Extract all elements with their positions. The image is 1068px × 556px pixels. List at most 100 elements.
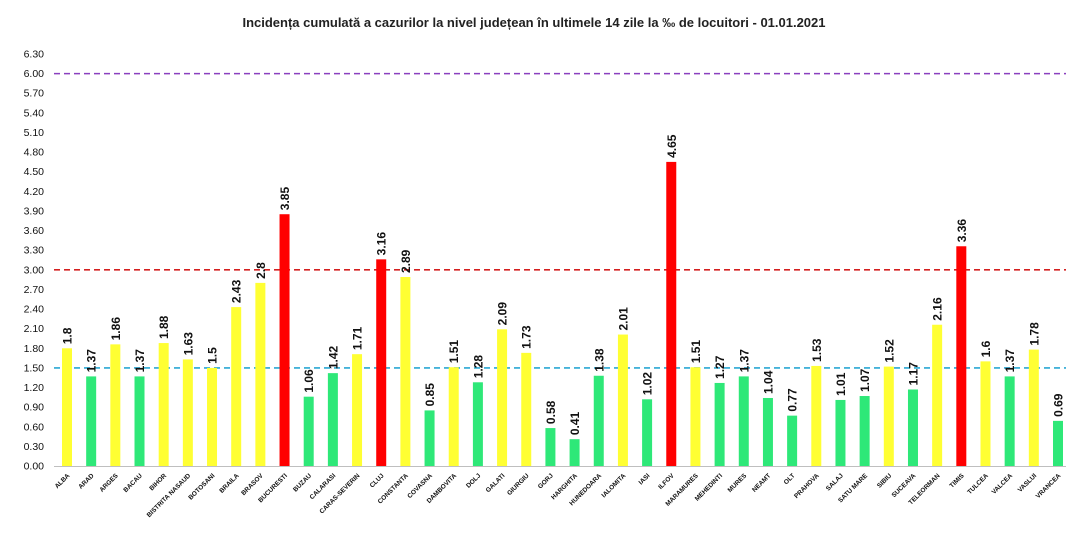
x-tick-label: BRASOV [240, 472, 265, 497]
data-label: 1.5 [206, 347, 220, 364]
y-axis: 0.00 0.30 0.60 0.90 1.20 1.50 1.80 2.10 2.40 2.70… [24, 49, 1066, 473]
y-tick-label: 0.30 [24, 441, 45, 453]
data-label: 1.38 [592, 348, 606, 372]
bar [424, 410, 435, 466]
data-label: 2.8 [254, 262, 268, 279]
data-label: 1.6 [979, 340, 993, 357]
bar [255, 282, 266, 466]
bar [400, 277, 411, 466]
x-tick-label: BOTOSANI [187, 472, 216, 501]
bar [1004, 376, 1015, 466]
y-tick-label: 2.70 [24, 284, 45, 296]
y-tick-label: 4.50 [24, 166, 45, 178]
data-label: 1.37 [1003, 349, 1017, 373]
data-label: 1.63 [181, 332, 195, 356]
y-tick-label: 5.70 [24, 88, 45, 100]
y-tick-label: 2.40 [24, 304, 45, 316]
x-tick-label: VALCEA [991, 472, 1015, 496]
data-label: 1.51 [689, 340, 703, 364]
data-label: 2.01 [616, 307, 630, 331]
reference-lines [54, 72, 1066, 369]
y-tick-label: 3.30 [24, 245, 45, 257]
x-tick-label: MURES [727, 472, 749, 494]
x-tick-label: BRAILA [218, 472, 241, 495]
data-label: 1.02 [641, 372, 655, 396]
bar [593, 375, 604, 466]
chart-title: Incidența cumulată a cazurilor la nivel … [242, 15, 825, 30]
data-label: 2.43 [230, 279, 244, 303]
x-tick-label: IALOMITA [601, 472, 628, 499]
bar [158, 343, 169, 466]
x-tick-label: VASLUI [1017, 472, 1039, 494]
bar [835, 399, 846, 466]
data-label: 2.16 [931, 297, 945, 321]
x-tick-label: SALAJ [825, 472, 845, 492]
y-tick-label: 0.60 [24, 421, 45, 433]
data-label: 1.52 [882, 339, 896, 363]
y-tick-label: 4.80 [24, 147, 45, 159]
data-label: 1.17 [906, 362, 920, 386]
bar [62, 348, 72, 466]
y-tick-label: 1.80 [24, 343, 45, 355]
y-tick-label: 0.90 [24, 402, 45, 414]
y-tick-label: 6.30 [24, 49, 45, 61]
x-tick-label: DOLJ [465, 472, 482, 489]
data-label: 4.65 [665, 134, 679, 158]
bar [859, 396, 870, 466]
data-label: 1.73 [520, 325, 534, 349]
bar [762, 397, 773, 466]
data-label: 1.53 [810, 338, 824, 362]
x-tick-label: ALBA [54, 472, 72, 490]
y-tick-label: 6.00 [24, 68, 45, 80]
data-label: 0.77 [786, 388, 800, 412]
y-tick-label: 5.40 [24, 107, 45, 119]
x-tick-label: ILFOV [657, 472, 676, 491]
bar [738, 376, 749, 466]
bar [207, 367, 218, 466]
data-label: 1.37 [85, 349, 99, 373]
data-label: 1.8 [61, 327, 75, 344]
x-tick-label: CLUJ [369, 472, 386, 489]
bar [569, 439, 580, 466]
data-label: 1.86 [109, 317, 123, 341]
y-tick-label: 3.60 [24, 225, 45, 237]
x-tick-label: SIBIU [876, 472, 893, 489]
bars: 1.8 1.37 1.86 1.37 1.88 1.63 1.5 2.43 2.8 3.85 1.0… [61, 134, 1066, 466]
y-tick-label: 1.20 [24, 382, 45, 394]
bar [714, 382, 725, 466]
data-label: 1.28 [471, 355, 485, 379]
data-label: 1.07 [858, 368, 872, 392]
x-tick-label: PRAHOVA [793, 472, 821, 500]
bar [303, 396, 314, 466]
data-label: 1.78 [1027, 322, 1041, 346]
y-tick-label: 5.10 [24, 127, 45, 139]
x-tick-label: GIURGIU [506, 472, 531, 497]
data-label: 1.42 [326, 345, 340, 369]
y-tick-label: 0.00 [24, 461, 45, 473]
x-tick-label: GORJ [537, 472, 555, 490]
x-tick-label: ARGES [98, 472, 120, 494]
y-tick-label: 3.00 [24, 264, 45, 276]
bar [811, 365, 822, 466]
data-label: 1.27 [713, 355, 727, 379]
data-label: 1.88 [157, 315, 171, 339]
bar [666, 161, 677, 466]
bar [86, 376, 97, 466]
data-label: 0.69 [1052, 393, 1066, 417]
bar [787, 415, 798, 466]
x-tick-label: GALATI [485, 472, 507, 494]
bar [956, 246, 967, 466]
data-label: 1.71 [351, 326, 365, 350]
bar [642, 399, 653, 466]
bar [521, 352, 532, 466]
bar [932, 324, 943, 466]
bar [690, 367, 701, 466]
bar [327, 373, 338, 466]
x-tick-label: BISTRITA NASAUD [146, 472, 193, 519]
data-label: 1.51 [447, 340, 461, 364]
data-label: 0.85 [423, 383, 437, 407]
data-label: 3.85 [278, 187, 292, 211]
bar [617, 334, 628, 466]
bar [352, 354, 363, 466]
